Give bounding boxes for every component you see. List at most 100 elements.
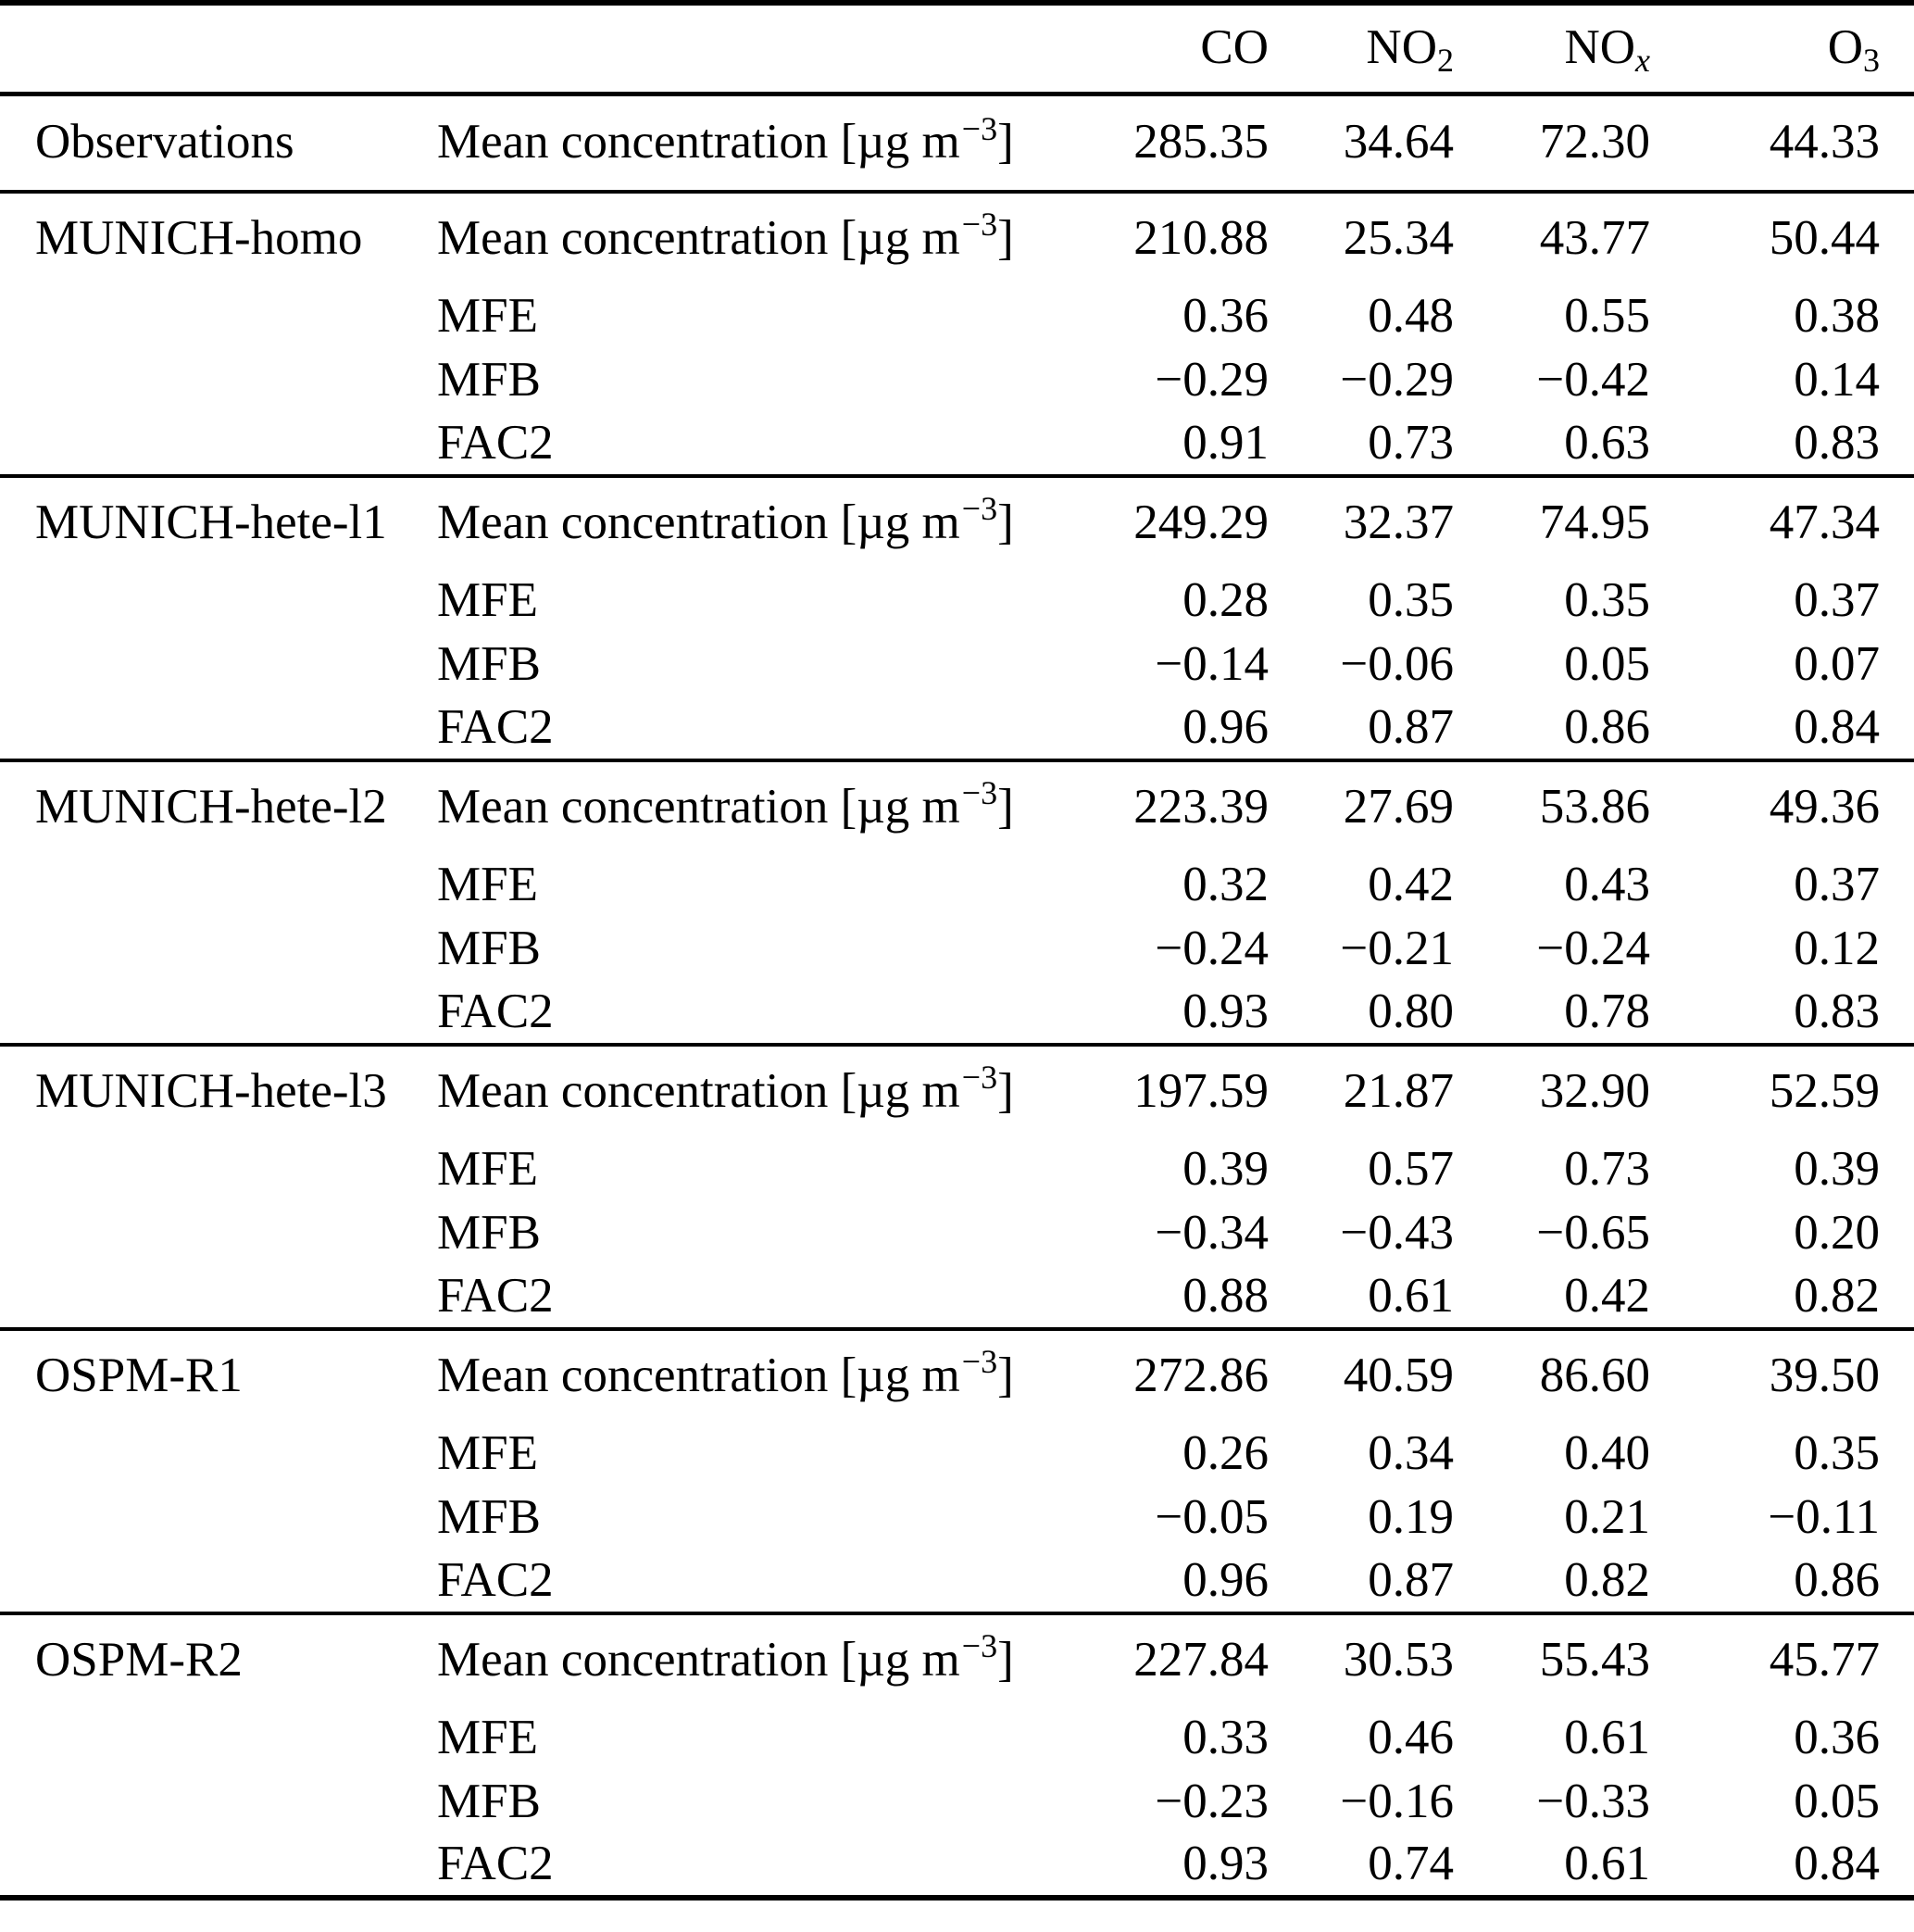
table-row: MFB −0.34 −0.43 −0.65 0.20 (0, 1201, 1914, 1265)
metric-label-cell: MFE (437, 853, 1063, 917)
header-row: CO NO2 NOx O3 (0, 3, 1914, 94)
value-cell: 0.48 (1368, 288, 1454, 343)
value-cell: −0.42 (1536, 352, 1650, 407)
table-row: MFE 0.33 0.46 0.61 0.36 (0, 1706, 1914, 1770)
value-cell: 0.82 (1794, 1268, 1880, 1323)
value-cell: 0.26 (1182, 1425, 1269, 1480)
value-cell: 0.83 (1794, 984, 1880, 1038)
table-section: MUNICH-hete-l3 Mean concentration [µg m−3… (0, 1045, 1914, 1329)
value-cell: 32.37 (1343, 496, 1454, 550)
model-name-cell: MUNICH-hete-l2 (0, 760, 437, 853)
metric-label-cell: MFE (437, 284, 1063, 348)
value-cell: 0.37 (1794, 572, 1880, 627)
metric-label-text: Mean concentration [µg m (437, 211, 960, 266)
value-cell: 223.39 (1133, 780, 1269, 834)
metric-label-cell: MFB (437, 1770, 1063, 1834)
metric-label-cell: Mean concentration [µg m−3] (437, 1613, 1063, 1706)
model-name-cell (0, 1265, 437, 1329)
metric-label-text: MFE (437, 1141, 538, 1196)
table-row: MFE 0.28 0.35 0.35 0.37 (0, 569, 1914, 633)
metric-label-text: Mean concentration [µg m (437, 1064, 960, 1119)
model-name-cell (0, 1422, 437, 1486)
metric-label-text: Mean concentration [µg m (437, 496, 960, 550)
value-cell: 0.28 (1182, 572, 1269, 627)
model-name-cell: MUNICH-hete-l3 (0, 1045, 437, 1137)
value-cell: 0.87 (1368, 1552, 1454, 1607)
metric-label-cell: Mean concentration [µg m−3] (437, 1329, 1063, 1422)
value-cell: 227.84 (1133, 1633, 1269, 1687)
metric-label-text: MFE (437, 288, 538, 343)
value-cell: 0.35 (1564, 572, 1650, 627)
value-cell: 0.82 (1564, 1552, 1650, 1607)
metric-label-text: MFE (437, 857, 538, 911)
value-cell: 0.34 (1368, 1425, 1454, 1480)
value-cell: 30.53 (1343, 1633, 1454, 1687)
table-row: MUNICH-hete-l2 Mean concentration [µg m−3… (0, 760, 1914, 853)
value-cell: 32.90 (1539, 1064, 1650, 1119)
value-cell: −0.21 (1340, 921, 1454, 975)
model-name-cell (0, 1706, 437, 1770)
value-cell: 0.93 (1182, 984, 1269, 1038)
value-cell: 0.35 (1368, 572, 1454, 627)
table-section: Observations Mean concentration [µg m−3] 2… (0, 94, 1914, 192)
model-name-cell (0, 569, 437, 633)
value-cell: 0.84 (1794, 699, 1880, 754)
table-row: MFE 0.32 0.42 0.43 0.37 (0, 853, 1914, 917)
metric-label-cell: MFB (437, 917, 1063, 981)
value-cell: 0.21 (1564, 1489, 1650, 1544)
metric-label-text: Mean concentration [µg m (437, 780, 960, 834)
value-cell: −0.14 (1155, 636, 1269, 691)
metric-label-cell: Mean concentration [µg m−3] (437, 192, 1063, 284)
table-section: OSPM-R2 Mean concentration [µg m−3] 227.84… (0, 1613, 1914, 1898)
model-name-cell (0, 1770, 437, 1834)
metric-label-text: MFE (437, 1710, 538, 1764)
value-cell: 0.57 (1368, 1141, 1454, 1196)
metric-label-text: MFE (437, 572, 538, 627)
metric-label-cell: MFB (437, 1201, 1063, 1265)
model-name-cell (0, 1137, 437, 1201)
value-cell: 0.83 (1794, 415, 1880, 470)
value-cell: −0.05 (1155, 1489, 1269, 1544)
value-cell: 0.96 (1182, 1552, 1269, 1607)
table-row: FAC2 0.96 0.87 0.82 0.86 (0, 1549, 1914, 1613)
metric-label-cell: FAC2 (437, 412, 1063, 476)
value-cell: 52.59 (1769, 1064, 1880, 1119)
value-cell: 0.20 (1794, 1205, 1880, 1260)
value-cell: 0.33 (1182, 1710, 1269, 1764)
col-header-o3-sub: 3 (1862, 42, 1880, 80)
table-section: MUNICH-hete-l2 Mean concentration [µg m−3… (0, 760, 1914, 1045)
value-cell: 43.77 (1539, 211, 1650, 266)
model-name-cell (0, 917, 437, 981)
metric-label-text: FAC2 (437, 415, 554, 470)
model-label: MUNICH-homo (35, 211, 363, 266)
metric-label-text: −3 (961, 490, 998, 528)
metric-label-text: ] (997, 115, 1014, 169)
value-cell: 0.93 (1182, 1837, 1269, 1891)
value-cell: −0.33 (1536, 1774, 1650, 1828)
table-row: MUNICH-homo Mean concentration [µg m−3] 21… (0, 192, 1914, 284)
metric-label-text: ] (997, 1349, 1014, 1403)
corner-model-cell (0, 3, 437, 94)
value-cell: −0.34 (1155, 1205, 1269, 1260)
metric-label-text: −3 (961, 1627, 998, 1665)
metric-label-cell: MFE (437, 1137, 1063, 1201)
value-cell: 197.59 (1133, 1064, 1269, 1119)
model-label: OSPM-R1 (35, 1349, 243, 1403)
col-header-no2-label: NO (1366, 20, 1437, 75)
metric-label-cell: Mean concentration [µg m−3] (437, 1045, 1063, 1137)
model-label: Observations (35, 115, 294, 169)
value-cell: 27.69 (1343, 780, 1454, 834)
table-row: FAC2 0.93 0.80 0.78 0.83 (0, 981, 1914, 1045)
table-row: FAC2 0.96 0.87 0.86 0.84 (0, 696, 1914, 760)
table-row: MFE 0.36 0.48 0.55 0.38 (0, 284, 1914, 348)
value-cell: 53.86 (1539, 780, 1650, 834)
value-cell: 0.73 (1564, 1141, 1650, 1196)
metric-label-text: MFB (437, 352, 541, 407)
col-header-o3-label: O (1827, 20, 1863, 75)
metric-label-cell: FAC2 (437, 1834, 1063, 1898)
value-cell: 47.34 (1769, 496, 1880, 550)
table-section: MUNICH-hete-l1 Mean concentration [µg m−3… (0, 476, 1914, 760)
metric-label-cell: MFB (437, 633, 1063, 696)
metric-label-text: ] (997, 1633, 1014, 1687)
